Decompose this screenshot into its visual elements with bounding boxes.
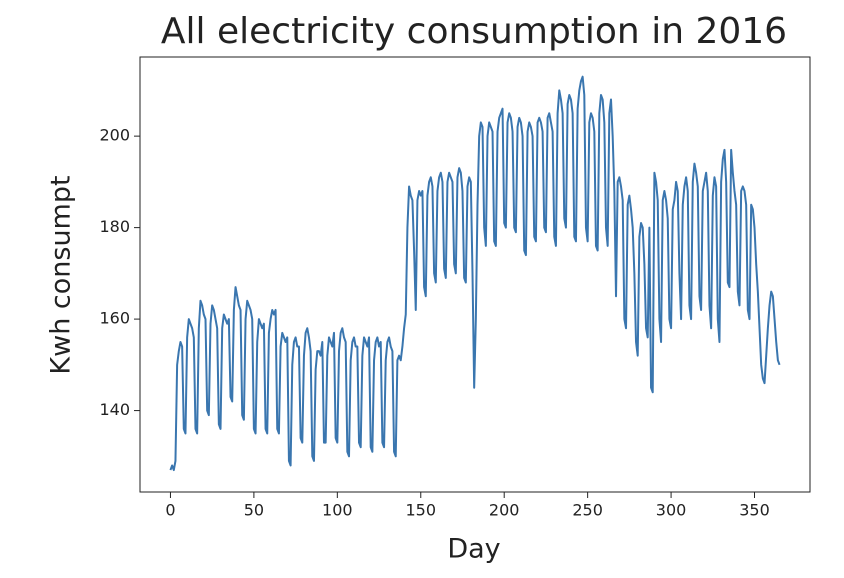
y-tick-label: 180 <box>99 217 130 236</box>
x-tick-label: 0 <box>165 501 175 520</box>
x-tick-label: 150 <box>405 501 436 520</box>
plot-frame <box>139 56 811 493</box>
chart-title: All electricity consumption in 2016 <box>161 11 787 52</box>
x-axis-label: Day <box>447 534 500 565</box>
x-tick-label: 250 <box>572 501 603 520</box>
y-tick-label: 140 <box>99 400 130 419</box>
data-line <box>169 75 781 472</box>
x-tick-label: 200 <box>489 501 520 520</box>
y-tick-label: 200 <box>99 126 130 145</box>
y-tick-label: 160 <box>99 309 130 328</box>
x-tick-label: 100 <box>322 501 353 520</box>
x-tick-label: 300 <box>656 501 687 520</box>
x-tick-label: 350 <box>739 501 770 520</box>
x-tick-label: 50 <box>244 501 264 520</box>
y-axis-label: Kwh consumpt <box>46 175 77 374</box>
